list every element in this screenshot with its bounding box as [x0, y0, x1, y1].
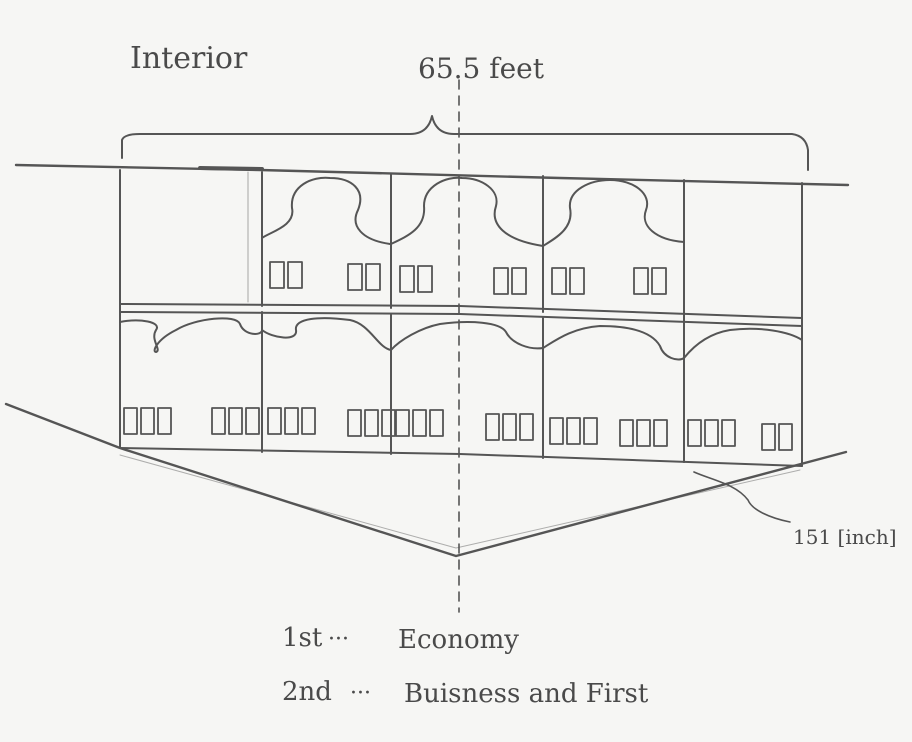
lower-seat: [761, 423, 776, 451]
lower-seat: [636, 419, 651, 447]
lower-deck-dividers: [261, 311, 685, 463]
upper-seat: [633, 267, 649, 295]
upper-deck-overhead-bins: [261, 176, 685, 247]
lower-seat: [687, 419, 702, 447]
lower-seat: [364, 409, 379, 437]
lower-seat: [778, 423, 793, 451]
upper-seat: [417, 265, 433, 293]
lower-seat: [519, 413, 534, 441]
lower-seat: [429, 409, 444, 437]
ceiling-mark: [198, 166, 264, 171]
lower-seat: [704, 419, 719, 447]
upper-seat: [511, 267, 527, 295]
upper-deck-seats: [269, 261, 667, 295]
height-label: 151 [inch]: [793, 525, 897, 549]
lower-seat: [301, 407, 316, 435]
upper-seat: [569, 267, 585, 295]
lower-seat: [502, 413, 517, 441]
legend-level-2: 2nd: [282, 677, 332, 707]
cabin-outer-frame: [119, 169, 803, 467]
lower-seat: [412, 409, 427, 437]
lower-seat: [583, 417, 598, 445]
lower-seat: [228, 407, 243, 435]
lower-seat: [381, 409, 396, 437]
upper-seat: [651, 267, 667, 295]
lower-seat: [123, 407, 138, 435]
lower-seat: [284, 407, 299, 435]
legend-class-1: Economy: [398, 625, 519, 655]
legend-class-2: Buisness and First: [404, 679, 649, 709]
upper-seat: [399, 265, 415, 293]
lower-seat: [653, 419, 668, 447]
height-leader-line: [693, 471, 791, 523]
lower-seat: [211, 407, 226, 435]
lower-seat: [157, 407, 172, 435]
class-legend: 1st ··· Economy 2nd ··· Buisness and Fir…: [282, 623, 649, 709]
lower-seat: [619, 419, 634, 447]
hull-inner-line: [119, 454, 801, 549]
lower-seat: [395, 409, 410, 437]
ceiling-line: [14, 163, 850, 187]
width-dimension-label: 65.5 feet: [418, 52, 545, 85]
upper-seat: [493, 267, 509, 295]
lower-seat: [245, 407, 260, 435]
lower-deck-overhead-bins: [119, 317, 803, 361]
upper-seat: [365, 263, 381, 291]
legend-sep-2: ···: [350, 681, 371, 706]
upper-seat: [551, 267, 567, 295]
lower-seat: [549, 417, 564, 445]
lower-deck-floor: [119, 447, 803, 467]
upper-seat: [269, 261, 285, 289]
hull-outline: [4, 402, 848, 558]
legend-level-1: 1st: [282, 623, 323, 653]
lower-seat: [140, 407, 155, 435]
lower-deck-seats: [123, 407, 793, 451]
lower-seat: [721, 419, 736, 447]
upper-seat: [287, 261, 303, 289]
legend-sep-1: ···: [328, 627, 349, 652]
lower-seat: [347, 409, 362, 437]
sketch-title: Interior: [130, 41, 248, 76]
lower-seat: [485, 413, 500, 441]
lower-seat: [566, 417, 581, 445]
lower-seat: [267, 407, 282, 435]
upper-deck-floor: [119, 303, 803, 327]
width-brace: [121, 115, 809, 171]
upper-seat: [347, 263, 363, 291]
